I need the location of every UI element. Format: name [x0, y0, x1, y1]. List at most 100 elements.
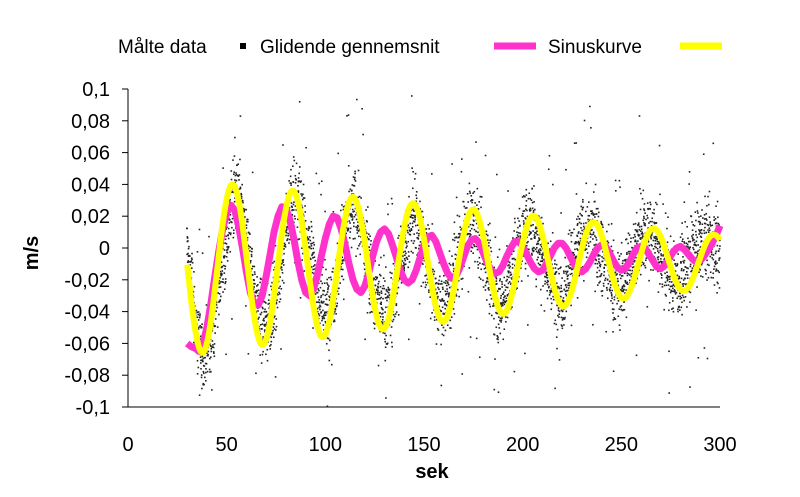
- measured-data-point: [232, 236, 235, 239]
- measured-data-point: [253, 271, 256, 273]
- measured-data-point: [553, 322, 556, 325]
- measured-data-point: [656, 240, 659, 243]
- measured-data-point: [667, 216, 669, 218]
- measured-data-point: [275, 301, 278, 304]
- measured-data-point: [286, 239, 288, 242]
- measured-data-point: [389, 271, 392, 274]
- measured-data-point: [342, 298, 345, 301]
- measured-data-point: [214, 332, 216, 334]
- measured-data-point: [413, 233, 416, 235]
- measured-data-point: [390, 341, 393, 344]
- measured-data-point: [475, 337, 478, 340]
- measured-data-point: [468, 232, 470, 235]
- measured-data-point: [642, 263, 645, 266]
- measured-data-point: [563, 280, 566, 282]
- measured-data-point: [692, 233, 694, 236]
- measured-data-point: [654, 201, 657, 204]
- measured-data-point: [203, 365, 206, 367]
- measured-data-point: [263, 329, 266, 331]
- measured-data-point: [480, 196, 483, 198]
- measured-data-point: [554, 267, 557, 269]
- measured-data-point: [687, 267, 689, 270]
- measured-data-point: [576, 249, 579, 251]
- measured-data-point: [363, 262, 365, 265]
- measured-data-point: [228, 231, 230, 234]
- measured-data-point: [227, 227, 230, 230]
- measured-data-point: [559, 267, 561, 270]
- measured-data-point: [328, 349, 330, 352]
- measured-data-point: [467, 233, 469, 235]
- measured-data-point: [420, 285, 423, 287]
- measured-data-point: [281, 262, 283, 265]
- measured-data-point: [670, 285, 673, 288]
- measured-data-point: [382, 284, 385, 287]
- measured-data-point: [511, 263, 514, 266]
- measured-data-point: [660, 262, 663, 264]
- measured-data-point: [457, 279, 460, 282]
- measured-data-point: [222, 281, 225, 284]
- measured-data-point: [657, 258, 659, 261]
- measured-data-point: [254, 273, 256, 275]
- measured-data-point: [440, 310, 443, 313]
- measured-data-point: [501, 317, 503, 319]
- measured-data-point: [643, 217, 645, 220]
- measured-data-point: [713, 265, 716, 268]
- measured-data-point: [597, 215, 600, 218]
- measured-data-point: [664, 257, 666, 260]
- measured-data-point: [635, 354, 638, 357]
- measured-data-point: [632, 266, 635, 268]
- measured-data-point: [422, 216, 424, 219]
- measured-data-point: [279, 298, 282, 300]
- measured-data-point: [300, 193, 302, 195]
- measured-data-point: [699, 246, 702, 249]
- measured-data-point: [400, 281, 403, 284]
- measured-data-point: [662, 253, 665, 256]
- measured-data-point: [379, 330, 381, 333]
- measured-data-point: [268, 294, 271, 296]
- measured-data-point: [407, 240, 410, 243]
- measured-data-point: [283, 282, 285, 284]
- measured-data-point: [334, 309, 337, 311]
- measured-data-point: [680, 306, 683, 309]
- measured-data-point: [597, 255, 599, 257]
- measured-data-point: [705, 273, 707, 275]
- measured-data-point: [565, 286, 568, 289]
- measured-data-point: [349, 227, 352, 230]
- measured-data-point: [709, 255, 712, 258]
- measured-data-point: [200, 367, 202, 370]
- measured-data-point: [418, 244, 421, 247]
- measured-data-point: [523, 222, 525, 224]
- measured-data-point: [268, 307, 270, 310]
- measured-data-point: [392, 262, 395, 265]
- measured-data-point: [380, 301, 383, 304]
- measured-data-point: [653, 212, 655, 215]
- measured-data-point: [243, 208, 246, 211]
- measured-data-point: [302, 197, 305, 199]
- measured-data-point: [689, 291, 692, 294]
- measured-data-point: [646, 202, 649, 204]
- measured-data-point: [493, 333, 496, 336]
- measured-data-point: [513, 217, 516, 220]
- measured-data-point: [683, 242, 686, 244]
- measured-data-point: [433, 316, 436, 318]
- measured-data-point: [443, 281, 445, 284]
- measured-data-point: [573, 228, 575, 231]
- measured-data-point: [509, 274, 512, 276]
- measured-data-point: [592, 231, 595, 234]
- measured-data-point: [655, 237, 657, 240]
- measured-data-point: [350, 212, 352, 215]
- measured-data-point: [415, 247, 417, 249]
- measured-data-point: [546, 297, 549, 300]
- measured-data-point: [384, 297, 387, 299]
- measured-data-point: [266, 348, 269, 351]
- measured-data-point: [652, 269, 654, 271]
- measured-data-point: [452, 262, 455, 265]
- measured-data-point: [201, 326, 203, 329]
- measured-data-point: [500, 305, 502, 308]
- measured-data-point: [501, 303, 503, 305]
- measured-data-point: [214, 318, 217, 320]
- measured-data-point: [454, 253, 457, 256]
- measured-data-point: [562, 300, 565, 303]
- measured-data-point: [538, 250, 540, 253]
- measured-data-point: [409, 230, 411, 233]
